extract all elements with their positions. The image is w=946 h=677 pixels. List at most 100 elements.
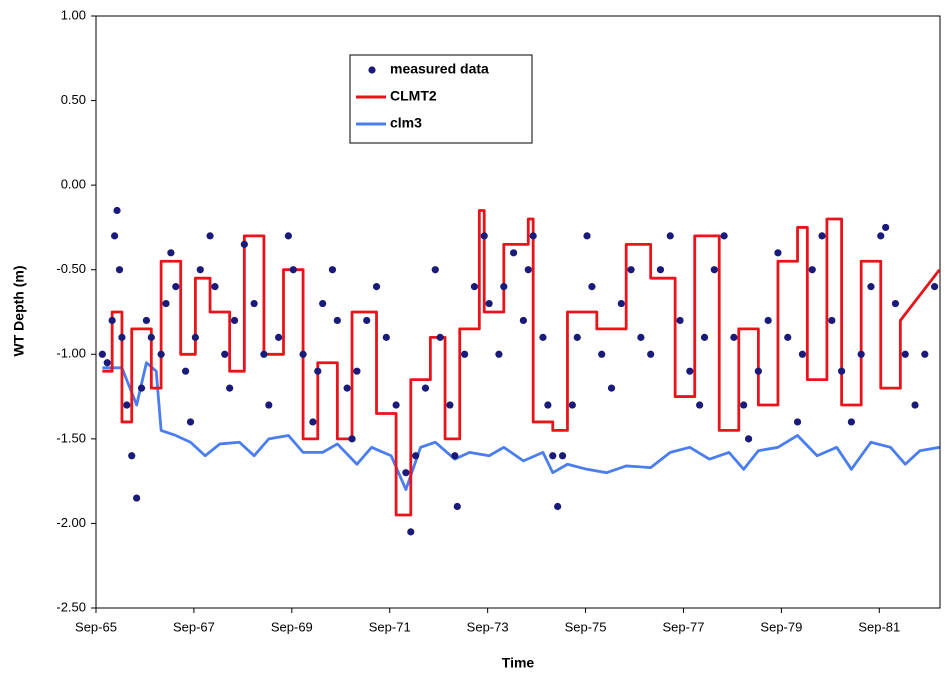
data-point <box>901 350 909 358</box>
data-point <box>133 494 141 502</box>
data-point <box>529 232 537 240</box>
data-point <box>891 299 900 308</box>
x-tick-label: Sep-69 <box>271 619 313 634</box>
data-point <box>637 333 645 341</box>
data-point <box>568 401 576 409</box>
data-point <box>113 206 121 215</box>
data-point <box>284 232 292 240</box>
data-point <box>186 418 195 426</box>
data-point <box>573 333 581 341</box>
data-point <box>275 333 283 341</box>
data-point <box>353 367 361 375</box>
data-point <box>798 350 807 358</box>
data-point <box>162 299 170 308</box>
data-point <box>196 266 204 274</box>
data-point <box>226 384 234 392</box>
data-point <box>774 249 782 257</box>
data-point <box>299 350 307 358</box>
data-point <box>461 350 469 358</box>
data-point <box>509 249 518 257</box>
data-point <box>617 299 625 308</box>
data-point <box>764 316 772 325</box>
data-point <box>754 367 762 375</box>
data-point <box>882 223 890 232</box>
data-point <box>333 316 341 325</box>
data-point <box>744 435 753 443</box>
y-tick-label: -1.00 <box>56 346 86 361</box>
data-line <box>102 361 940 491</box>
data-point <box>519 316 527 325</box>
legend-box <box>349 54 533 144</box>
data-point <box>808 266 816 274</box>
data-point <box>480 232 488 240</box>
data-point <box>111 232 119 240</box>
y-tick-label: 1.00 <box>61 7 86 22</box>
data-point <box>407 528 415 536</box>
data-point <box>647 350 655 358</box>
data-point <box>793 418 802 426</box>
data-point <box>453 502 461 511</box>
data-point <box>877 232 885 240</box>
data-point <box>857 350 865 358</box>
x-tick-label: Sep-79 <box>760 619 802 634</box>
data-point <box>128 452 136 460</box>
data-point <box>588 283 596 291</box>
data-point <box>265 401 273 409</box>
data-point <box>319 299 327 308</box>
data-point <box>451 452 459 460</box>
data-point <box>392 401 400 409</box>
y-axis-label: WT Depth (m) <box>11 266 27 357</box>
data-point <box>558 452 567 460</box>
data-point <box>309 418 317 426</box>
data-point <box>627 266 635 274</box>
data-point <box>549 452 557 460</box>
data-point <box>314 367 322 375</box>
data-point <box>402 469 410 477</box>
data-point <box>230 316 239 325</box>
x-tick-label: Sep-81 <box>858 619 900 634</box>
data-point <box>363 316 371 325</box>
legend-label: CLMT2 <box>390 88 437 104</box>
data-point <box>372 283 381 291</box>
data-point <box>137 384 146 392</box>
data-point <box>500 283 508 291</box>
data-point <box>118 333 126 341</box>
data-point <box>328 266 337 274</box>
y-tick-label: -0.50 <box>56 261 86 276</box>
data-point <box>867 283 875 291</box>
data-point <box>656 266 665 274</box>
data-point <box>784 333 792 341</box>
data-point <box>485 299 493 308</box>
data-point <box>142 316 151 325</box>
data-point <box>911 401 919 409</box>
data-point <box>147 333 155 341</box>
x-tick-label: Sep-73 <box>467 619 509 634</box>
data-point <box>544 401 552 409</box>
data-point <box>108 316 116 325</box>
x-tick-label: Sep-65 <box>75 619 117 634</box>
data-point <box>847 418 855 426</box>
data-point <box>250 299 258 308</box>
data-point <box>696 401 704 409</box>
data-point <box>191 333 199 341</box>
plot-area <box>95 15 941 609</box>
x-axis-label: Time <box>502 655 535 671</box>
data-point <box>470 283 479 291</box>
data-point <box>921 350 929 358</box>
x-tick-label: Sep-67 <box>173 619 215 634</box>
data-point <box>421 384 430 392</box>
legend-label: measured data <box>390 61 489 77</box>
data-point <box>720 232 728 240</box>
y-tick-label: -1.50 <box>56 430 86 445</box>
data-point <box>431 266 439 274</box>
data-point <box>260 350 268 358</box>
data-point <box>710 266 718 274</box>
data-point <box>539 333 547 341</box>
data-point <box>828 316 836 325</box>
legend-label: clm3 <box>390 115 422 131</box>
data-point <box>98 350 106 358</box>
data-point <box>240 240 248 248</box>
data-point <box>289 266 297 274</box>
y-tick-label: 0.50 <box>61 92 86 107</box>
